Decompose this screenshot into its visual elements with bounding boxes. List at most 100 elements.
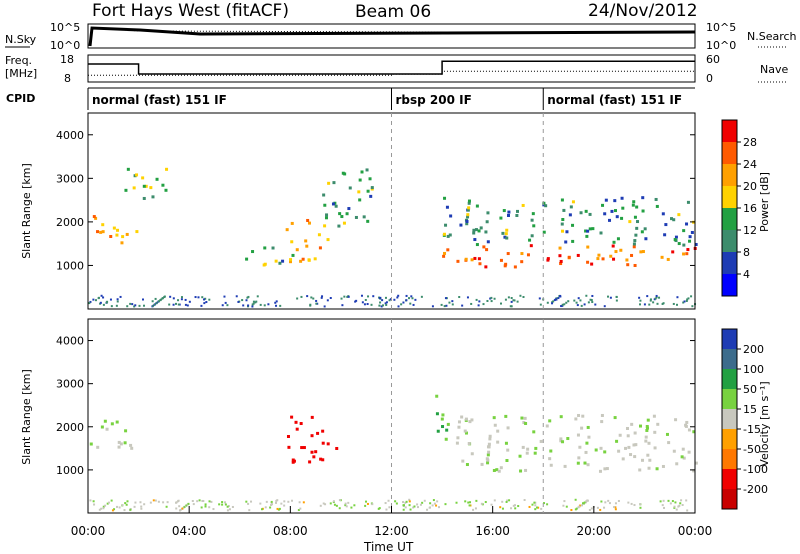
- echo-cell: [569, 205, 573, 209]
- echo-cell: [524, 468, 528, 472]
- echo-cell: [135, 230, 139, 234]
- echo-cell: [665, 432, 669, 436]
- echo-cell: [301, 257, 305, 261]
- ground-scatter-cell: [435, 504, 438, 507]
- ground-scatter-cell: [227, 505, 230, 508]
- echo-cell: [576, 253, 580, 257]
- ground-scatter-cell: [113, 508, 116, 511]
- ground-scatter-cell: [263, 304, 266, 307]
- y-tick-label: 4000: [56, 129, 84, 142]
- echo-cell: [470, 418, 474, 422]
- ground-scatter-cell: [177, 303, 180, 306]
- echo-cell: [579, 211, 583, 215]
- echo-cell: [530, 218, 534, 222]
- echo-cell: [603, 467, 607, 471]
- ground-scatter-cell: [312, 297, 315, 300]
- ground-scatter-cell: [522, 295, 525, 298]
- ground-scatter-cell: [143, 503, 146, 506]
- echo-cell: [581, 414, 585, 418]
- echo-cell: [521, 203, 525, 207]
- ground-scatter-cell: [154, 499, 157, 502]
- ground-scatter-cell: [416, 506, 419, 509]
- echo-cell: [164, 188, 168, 192]
- ground-scatter-cell: [162, 501, 165, 504]
- ground-scatter-cell: [580, 304, 583, 307]
- echo-cell: [475, 243, 479, 247]
- ground-scatter-cell: [178, 505, 181, 508]
- echo-cell: [486, 211, 490, 215]
- echo-cell: [322, 193, 326, 197]
- ground-scatter-cell: [615, 299, 618, 302]
- ground-scatter-cell: [154, 303, 157, 306]
- echo-cell: [634, 443, 638, 447]
- ground-scatter-cell: [509, 305, 512, 308]
- ground-scatter-cell: [431, 305, 434, 308]
- echo-cell: [123, 441, 127, 445]
- ground-scatter-cell: [410, 295, 413, 298]
- ground-scatter-cell: [218, 503, 221, 506]
- echo-cell: [636, 220, 640, 224]
- ground-scatter-cell: [228, 508, 231, 511]
- ground-scatter-cell: [565, 505, 568, 508]
- echo-cell: [577, 413, 581, 417]
- ground-scatter-cell: [573, 299, 576, 302]
- echo-cell: [526, 253, 530, 257]
- ground-scatter-cell: [388, 299, 391, 302]
- echo-cell: [625, 258, 629, 262]
- ground-scatter-cell: [361, 301, 364, 304]
- ground-scatter-cell: [133, 305, 136, 308]
- echo-cell: [675, 462, 679, 466]
- echo-cell: [546, 257, 550, 261]
- x-tick-label: 20:00: [577, 524, 612, 538]
- echo-cell: [611, 244, 615, 248]
- echo-cell: [443, 196, 447, 200]
- ground-scatter-cell: [576, 304, 579, 307]
- ground-scatter-cell: [681, 503, 684, 506]
- echo-cell: [523, 416, 527, 420]
- echo-cell: [560, 229, 564, 233]
- ground-scatter-cell: [581, 504, 584, 507]
- ground-scatter-cell: [329, 296, 332, 299]
- ground-scatter-cell: [326, 299, 329, 302]
- ground-scatter-cell: [402, 301, 405, 304]
- echo-cell: [666, 257, 670, 261]
- noise-panel: N.Sky 10^5 10^0 10^5 10^0 N.Search: [5, 21, 797, 52]
- echo-cell: [455, 441, 459, 445]
- echo-cell: [601, 257, 605, 261]
- echo-cell: [466, 208, 470, 212]
- echo-cell: [115, 233, 119, 237]
- echo-cell: [292, 459, 296, 463]
- echo-cell: [105, 427, 109, 431]
- ground-scatter-cell: [413, 505, 416, 508]
- ground-scatter-cell: [387, 499, 390, 502]
- echo-cell: [548, 419, 552, 423]
- echo-cell: [645, 424, 649, 428]
- echo-cell: [626, 434, 630, 438]
- ground-scatter-cell: [347, 295, 350, 298]
- ground-scatter-cell: [340, 297, 343, 300]
- echo-cell: [488, 437, 492, 441]
- ground-scatter-cell: [523, 499, 526, 502]
- echo-cell: [506, 426, 510, 430]
- echo-cell: [681, 447, 685, 451]
- ground-scatter-cell: [563, 303, 566, 306]
- echo-cell: [165, 167, 169, 171]
- ground-scatter-cell: [110, 305, 113, 308]
- ground-scatter-cell: [175, 501, 178, 504]
- echo-cell: [115, 420, 119, 424]
- echo-cell: [341, 171, 345, 175]
- echo-cell: [467, 442, 471, 446]
- ground-scatter-cell: [429, 502, 432, 505]
- ground-scatter-cell: [134, 501, 137, 504]
- ground-scatter-cell: [231, 505, 234, 508]
- echo-cell: [522, 421, 526, 425]
- ground-scatter-cell: [461, 304, 464, 307]
- ground-scatter-cell: [204, 297, 207, 300]
- echo-cell: [596, 257, 600, 261]
- echo-cell: [600, 413, 604, 417]
- ground-scatter-cell: [594, 303, 597, 306]
- ground-scatter-cell: [649, 299, 652, 302]
- echo-cell: [617, 449, 621, 453]
- echo-cell: [653, 446, 657, 450]
- ground-scatter-cell: [276, 499, 279, 502]
